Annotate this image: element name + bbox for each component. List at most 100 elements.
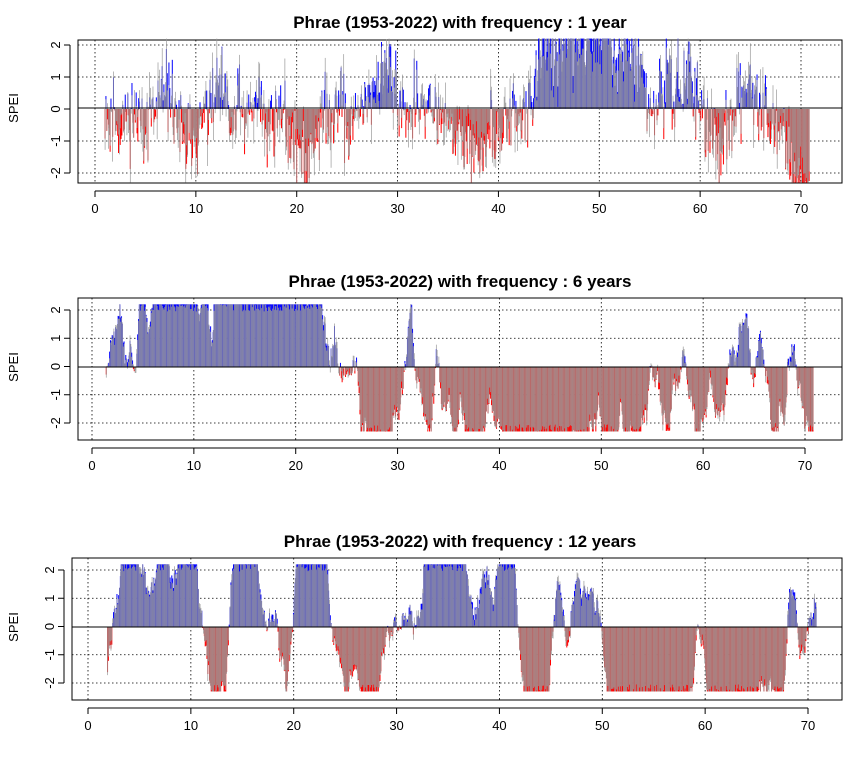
spei-bar-positive bbox=[633, 84, 635, 109]
spei-bar-positive bbox=[254, 91, 256, 109]
x-tick-label: 30 bbox=[390, 458, 404, 473]
spei-bar-negative bbox=[283, 109, 285, 110]
spei-bar-positive bbox=[399, 90, 401, 109]
spei-bar-positive bbox=[339, 362, 341, 367]
spei-bar-positive bbox=[224, 73, 226, 109]
plot-frame-1 bbox=[77, 39, 843, 184]
spei-bar-negative bbox=[241, 109, 243, 117]
y-tick-label: 1 bbox=[48, 73, 63, 80]
spei-bar-positive bbox=[162, 100, 164, 109]
spei-bar-negative bbox=[680, 366, 682, 370]
spei-bar-negative bbox=[282, 109, 284, 114]
spei-bar-positive bbox=[410, 108, 412, 109]
spei-bar-positive bbox=[270, 100, 272, 109]
x-tick-label: 0 bbox=[91, 201, 98, 216]
plot-frame-2 bbox=[77, 297, 843, 441]
spei-bar-negative bbox=[522, 109, 524, 121]
x-tick-label: 10 bbox=[189, 201, 203, 216]
spei-bar-negative bbox=[782, 109, 784, 127]
spei-bar-positive bbox=[554, 615, 556, 627]
spei-bar-negative bbox=[250, 109, 252, 113]
y-tick-label: -2 bbox=[48, 417, 63, 429]
spei-bar-negative bbox=[260, 109, 262, 122]
spei-raw-series-2 bbox=[105, 304, 814, 432]
spei-bar-negative bbox=[249, 109, 251, 115]
chart-panel-3: Phrae (1953-2022) with frequency : 12 ye… bbox=[6, 532, 843, 733]
spei-bar-negative bbox=[723, 109, 725, 122]
spei-bar-positive bbox=[795, 364, 797, 367]
spei-bar-negative bbox=[320, 109, 322, 128]
spei-bar-negative bbox=[407, 109, 409, 113]
spei-bar-negative bbox=[291, 109, 293, 123]
spei-bar-negative bbox=[397, 626, 399, 631]
spei-bar-negative bbox=[508, 109, 510, 146]
spei-bar-positive bbox=[178, 100, 180, 109]
chart-title-3: Phrae (1953-2022) with frequency : 12 ye… bbox=[284, 532, 636, 551]
chart-panel-2: Phrae (1953-2022) with frequency : 6 yea… bbox=[6, 272, 843, 473]
spei-bar-positive bbox=[124, 94, 126, 109]
spei-bar-positive bbox=[402, 89, 404, 109]
spei-bar-negative bbox=[359, 109, 361, 117]
spei-bar-negative bbox=[400, 626, 402, 630]
spei-bar-negative bbox=[487, 109, 489, 140]
spei-bar-positive bbox=[752, 82, 754, 109]
spei-bar-negative bbox=[716, 109, 718, 136]
x-tick-label: 40 bbox=[491, 201, 505, 216]
spei-bar-negative bbox=[652, 109, 654, 115]
spei-bar-negative bbox=[277, 626, 279, 632]
spei-bar-positive bbox=[356, 357, 358, 367]
spei-bar-positive bbox=[199, 102, 201, 109]
spei-bar-positive bbox=[248, 94, 250, 109]
spei-bar-positive bbox=[387, 75, 389, 109]
spei-bar-negative bbox=[701, 109, 703, 119]
spei-bar-negative bbox=[456, 109, 458, 131]
spei-bar-positive bbox=[763, 359, 765, 367]
spei-bar-positive bbox=[108, 362, 110, 367]
spei-bar-positive bbox=[664, 102, 666, 109]
spei-bar-positive bbox=[783, 108, 785, 109]
spei-bar-positive bbox=[676, 71, 678, 109]
spei-bar-negative bbox=[717, 109, 719, 134]
spei-bar-negative bbox=[423, 109, 425, 116]
x-axis-2: 0 10 20 30 40 50 60 70 bbox=[88, 447, 812, 473]
spei-bar-positive bbox=[653, 90, 655, 109]
spei-bar-positive bbox=[572, 76, 574, 109]
spei-bar-positive bbox=[550, 68, 552, 109]
spei-bar-positive bbox=[214, 97, 216, 109]
spei-bar-negative bbox=[319, 109, 321, 113]
spei-bar-positive bbox=[236, 105, 238, 109]
x-tick-label: 0 bbox=[88, 458, 95, 473]
spei-bar-negative bbox=[729, 109, 731, 116]
spei-bar-positive bbox=[280, 85, 282, 109]
spei-bar-negative bbox=[415, 109, 417, 115]
spei-bar-positive bbox=[600, 622, 602, 627]
spei-bar-negative bbox=[788, 109, 790, 127]
spei-bar-negative bbox=[352, 109, 354, 140]
spei-bar-positive bbox=[759, 92, 761, 109]
spei-bar-positive bbox=[403, 619, 405, 627]
spei-bar-positive bbox=[513, 94, 515, 109]
spei-bar-negative bbox=[408, 109, 410, 123]
spei-bar-negative bbox=[692, 109, 694, 117]
spei-bar-negative bbox=[505, 109, 507, 116]
spei-bar-negative bbox=[251, 109, 253, 122]
y-tick-label: 2 bbox=[48, 41, 63, 48]
spei-bar-negative bbox=[454, 109, 456, 156]
spei-bar-negative bbox=[734, 109, 736, 117]
spei-bar-negative bbox=[202, 109, 204, 128]
spei-bar-positive bbox=[684, 356, 686, 367]
spei-bar-positive bbox=[228, 105, 230, 109]
x-axis-1: 0 10 20 30 40 50 60 70 bbox=[91, 190, 808, 216]
spei-bar-negative bbox=[774, 109, 776, 147]
spei-bar-negative bbox=[657, 366, 659, 372]
spei-bar-positive bbox=[132, 360, 134, 367]
y-axis-label-2: SPEI bbox=[6, 352, 21, 382]
x-tick-label: 20 bbox=[288, 458, 302, 473]
spei-bar-positive bbox=[788, 365, 790, 367]
spei-bar-positive bbox=[130, 108, 132, 109]
y-tick-label: -1 bbox=[48, 389, 63, 401]
spei-bar-negative bbox=[440, 109, 442, 134]
spei-bar-negative bbox=[767, 109, 769, 138]
y-tick-label: -2 bbox=[48, 167, 63, 179]
spei-bar-positive bbox=[414, 625, 416, 627]
